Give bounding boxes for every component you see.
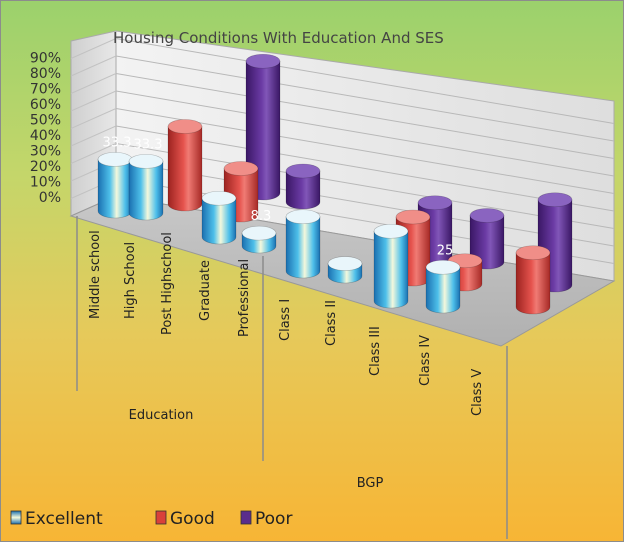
y-tick-label: 20% xyxy=(30,159,61,175)
category-label: Class I xyxy=(278,299,293,341)
bar-top xyxy=(537,192,573,208)
group-label-education: Education xyxy=(129,408,194,423)
category-labels: Middle school High School Post Highschool G… xyxy=(88,230,485,416)
gridline xyxy=(70,90,117,112)
bars-layer xyxy=(97,53,573,315)
bar-top xyxy=(223,161,259,176)
gridline xyxy=(115,90,615,177)
gridline xyxy=(70,55,117,77)
category-label: Class IV xyxy=(418,335,433,386)
bar-top xyxy=(97,152,133,167)
bar-top xyxy=(241,225,277,241)
legend-entry-poor: Poor xyxy=(240,509,292,529)
bar-top xyxy=(373,223,409,239)
y-axis-ticks: 0%10%20%30%40%50%60%70%80%90% xyxy=(30,51,61,207)
legend-label: Poor xyxy=(255,509,292,529)
category-label: High School xyxy=(123,242,138,319)
legend: Excellent Good Poor xyxy=(10,509,292,529)
category-label: Middle school xyxy=(88,230,103,319)
bar-top xyxy=(167,119,203,134)
gridline xyxy=(115,55,615,142)
category-label: Class II xyxy=(324,300,339,346)
bar-body xyxy=(285,216,321,279)
gridline xyxy=(70,73,117,94)
category-label: Graduate xyxy=(198,260,213,321)
bar-poor-professional xyxy=(285,163,321,210)
bar-poor-class-iv xyxy=(469,208,505,270)
group-label-bgp: BGP xyxy=(357,476,384,491)
y-tick-label: 10% xyxy=(30,175,61,191)
bar-excellent-professional xyxy=(241,225,277,254)
bar-excellent-class-i xyxy=(285,209,321,279)
bar-body xyxy=(425,266,461,314)
category-label: Professional xyxy=(237,259,252,337)
bar-top xyxy=(285,209,321,225)
bar-good-post-highschool xyxy=(167,119,203,212)
gridline xyxy=(70,125,117,147)
bar-top xyxy=(201,190,237,206)
bar-excellent-middle-school xyxy=(97,152,133,219)
bar-top xyxy=(395,209,431,225)
bar-top xyxy=(285,163,321,179)
category-label: Class V xyxy=(470,369,485,416)
y-tick-label: 40% xyxy=(30,128,61,144)
legend-label: Excellent xyxy=(25,509,103,529)
gridline xyxy=(70,143,117,164)
bar-excellent-class-ii xyxy=(327,256,363,284)
y-tick-label: 60% xyxy=(30,97,61,113)
bar-body xyxy=(167,126,203,212)
gridline xyxy=(70,108,117,129)
category-axis-lines xyxy=(76,216,508,539)
gridline xyxy=(70,38,117,59)
bar-top xyxy=(469,208,505,223)
legend-entry-good: Good xyxy=(155,509,215,529)
bar-top xyxy=(417,195,453,211)
bar-excellent-high-school xyxy=(128,154,164,221)
data-labels-layer: 33.3 33.3 8.3 25 xyxy=(103,135,454,258)
bar-top xyxy=(245,53,281,69)
y-tick-label: 30% xyxy=(30,144,61,160)
bar-body xyxy=(128,161,164,221)
bar-body xyxy=(515,252,551,315)
legend-entry-excellent: Excellent xyxy=(10,509,103,529)
data-label: 33.3 xyxy=(103,135,132,150)
legend-label: Good xyxy=(170,509,215,529)
legend-swatch xyxy=(155,510,167,525)
y-tick-label: 80% xyxy=(30,66,61,82)
bar-excellent-class-iii xyxy=(373,223,409,309)
bar-top xyxy=(327,256,363,271)
bar-body xyxy=(373,230,409,309)
y-tick-label: 50% xyxy=(30,113,61,129)
bar-excellent-graduate xyxy=(201,190,237,245)
gridline xyxy=(115,38,615,124)
category-label: Post Highschool xyxy=(160,232,175,335)
y-tick-label: 90% xyxy=(30,51,61,67)
data-label: 8.3 xyxy=(251,209,272,224)
data-label: 33.3 xyxy=(134,137,163,152)
bar-body xyxy=(285,170,321,210)
bar-body xyxy=(97,159,133,219)
chart-title: Housing Conditions With Education And SE… xyxy=(113,29,444,47)
bar-top xyxy=(515,245,551,261)
bar-excellent-class-iv xyxy=(425,259,461,314)
legend-swatch xyxy=(240,510,252,525)
y-tick-label: 70% xyxy=(30,82,61,98)
bar-top xyxy=(425,259,461,275)
legend-swatch xyxy=(10,510,22,525)
y-tick-label: 0% xyxy=(39,190,61,206)
category-label: Class III xyxy=(368,326,383,376)
bar-top xyxy=(128,154,164,169)
bar-good-class-v xyxy=(515,245,551,315)
gridline xyxy=(115,73,615,159)
bar-body xyxy=(201,197,237,245)
data-label: 25 xyxy=(437,243,454,258)
